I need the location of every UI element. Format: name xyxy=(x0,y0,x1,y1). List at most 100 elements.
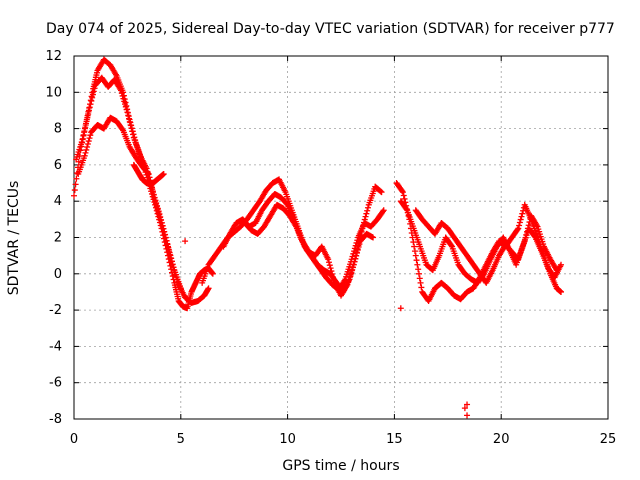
data-point xyxy=(417,279,424,286)
data-point xyxy=(397,305,404,312)
data-point xyxy=(526,219,533,226)
data-point xyxy=(327,265,334,272)
data-point xyxy=(83,118,90,125)
data-point xyxy=(350,261,357,268)
data-point xyxy=(464,401,471,408)
data-point xyxy=(209,270,216,277)
data-point xyxy=(152,198,159,205)
data-point xyxy=(329,273,336,280)
data-point xyxy=(160,228,167,235)
series-arc-3 xyxy=(75,114,184,292)
data-point xyxy=(130,131,137,138)
y-tick-label: 8 xyxy=(54,122,62,137)
data-point xyxy=(168,258,175,265)
data-point xyxy=(164,240,171,247)
data-point xyxy=(517,216,524,223)
data-point xyxy=(169,261,176,268)
x-tick-label: 5 xyxy=(177,432,185,447)
data-point xyxy=(87,101,94,108)
data-point xyxy=(325,259,332,266)
data-point xyxy=(399,187,406,194)
data-point xyxy=(167,252,174,259)
data-points xyxy=(71,56,565,419)
data-point xyxy=(399,189,406,196)
data-point xyxy=(353,252,360,259)
data-point xyxy=(177,285,184,292)
data-point xyxy=(156,211,163,218)
data-point xyxy=(86,104,93,111)
data-point xyxy=(400,192,407,199)
data-point xyxy=(524,228,531,235)
data-point xyxy=(521,238,528,245)
data-point xyxy=(411,248,418,255)
data-point xyxy=(154,206,161,213)
data-point xyxy=(413,257,420,264)
data-point xyxy=(464,412,471,419)
data-point xyxy=(354,246,361,253)
y-tick-label: -2 xyxy=(49,303,62,318)
data-point xyxy=(72,181,79,188)
data-point xyxy=(120,95,127,102)
data-point xyxy=(86,135,93,142)
data-point xyxy=(351,258,358,265)
y-tick-label: -8 xyxy=(49,412,62,427)
data-point xyxy=(362,213,369,220)
data-point xyxy=(128,125,135,132)
data-point xyxy=(126,115,133,122)
data-point xyxy=(363,210,370,217)
data-point xyxy=(364,204,371,211)
y-tick-label: 10 xyxy=(45,85,62,100)
data-point xyxy=(412,252,419,259)
data-point xyxy=(84,114,91,121)
data-point xyxy=(122,103,129,110)
data-point xyxy=(81,152,88,159)
data-point xyxy=(364,207,371,214)
data-point xyxy=(126,118,133,125)
data-point xyxy=(80,132,87,139)
data-point xyxy=(401,195,408,202)
data-point xyxy=(81,129,88,136)
data-point xyxy=(182,238,189,245)
x-ticks: 0 5 10 15 20 25 xyxy=(70,56,616,447)
data-point xyxy=(523,231,530,238)
data-point xyxy=(85,138,92,145)
data-point xyxy=(123,106,130,113)
data-point xyxy=(121,98,128,105)
data-point xyxy=(515,225,522,232)
y-tick-label: 6 xyxy=(54,158,62,173)
y-tick-label: -6 xyxy=(49,376,62,391)
series-arc-10 xyxy=(412,207,560,286)
data-point xyxy=(124,109,131,116)
y-axis-label: SDTVAR / TECUs xyxy=(6,181,22,296)
data-point xyxy=(149,187,156,194)
data-point xyxy=(127,121,134,128)
data-point xyxy=(370,234,377,241)
data-point xyxy=(150,191,157,198)
data-point xyxy=(82,121,89,128)
data-point xyxy=(84,143,91,150)
x-tick-label: 15 xyxy=(386,432,403,447)
data-point xyxy=(418,284,425,291)
data-point xyxy=(119,126,126,133)
data-point xyxy=(416,275,423,282)
data-point xyxy=(145,170,152,177)
data-point xyxy=(352,255,359,262)
series-outliers xyxy=(182,238,471,419)
data-point xyxy=(328,268,335,275)
data-point xyxy=(89,94,96,101)
grid xyxy=(74,56,608,419)
data-point xyxy=(90,88,97,95)
data-point xyxy=(461,405,468,412)
data-point xyxy=(558,288,565,295)
data-point xyxy=(325,256,332,263)
data-point xyxy=(159,222,166,229)
data-point xyxy=(79,136,86,143)
data-point xyxy=(354,249,361,256)
data-point xyxy=(355,244,362,251)
data-point xyxy=(162,234,169,241)
y-tick-label: -4 xyxy=(49,339,62,354)
y-tick-label: 0 xyxy=(54,267,62,282)
data-point xyxy=(129,128,136,135)
data-point xyxy=(158,219,165,226)
